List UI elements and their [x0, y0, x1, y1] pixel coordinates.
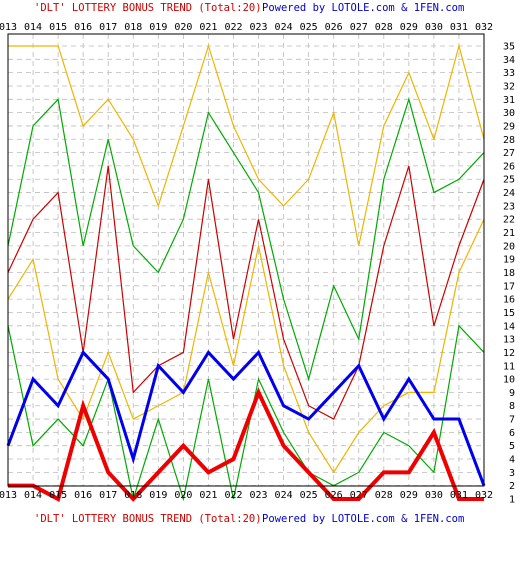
- x-tick-label-top: 013: [0, 22, 17, 33]
- y-tick-label: 25: [503, 175, 515, 186]
- y-tick-label: 31: [503, 95, 515, 106]
- x-tick-label-bottom: 030: [425, 490, 443, 501]
- y-tick-label: 2: [509, 481, 515, 492]
- x-tick-label-bottom: 019: [149, 490, 167, 501]
- x-tick-label-top: 030: [425, 22, 443, 33]
- x-tick-label-bottom: 027: [350, 490, 368, 501]
- series-line-3: [7, 165, 485, 420]
- x-tick-label-top: 025: [300, 22, 318, 33]
- series-lines: [6, 43, 486, 502]
- x-tick-label-top: 029: [400, 22, 418, 33]
- y-tick-label: 10: [503, 375, 515, 386]
- y-tick-label: 15: [503, 308, 515, 319]
- x-tick-label-bottom: 014: [24, 490, 42, 501]
- x-tick-label-top: 023: [249, 22, 267, 33]
- y-tick-label: 29: [503, 121, 515, 132]
- footer-credit: Powered by LOTOLE.com & 1FEN.com: [262, 513, 464, 525]
- x-tick-label-bottom: 025: [300, 490, 318, 501]
- x-tick-label-bottom: 022: [224, 490, 242, 501]
- x-tick-label-top: 020: [174, 22, 192, 33]
- x-tick-label-top: 028: [375, 22, 393, 33]
- x-tick-label-top: 014: [24, 22, 42, 33]
- x-tick-label-bottom: 029: [400, 490, 418, 501]
- y-tick-label: 3: [509, 468, 515, 479]
- y-tick-label: 28: [503, 135, 515, 146]
- x-tick-label-top: 017: [99, 22, 117, 33]
- y-tick-label: 9: [509, 388, 515, 399]
- x-tick-label-top: 026: [325, 22, 343, 33]
- x-tick-label-bottom: 015: [49, 490, 67, 501]
- y-tick-label: 20: [503, 241, 515, 252]
- x-tick-label-bottom: 024: [275, 490, 293, 501]
- series-line-2: [7, 97, 485, 382]
- y-tick-label: 24: [503, 188, 515, 199]
- y-tick-label: 8: [509, 401, 515, 412]
- y-tick-label: 33: [503, 68, 515, 79]
- x-tick-label-top: 021: [199, 22, 217, 33]
- x-tick-label-top: 022: [224, 22, 242, 33]
- y-tick-label: 27: [503, 148, 515, 159]
- x-tick-label-bottom: 031: [450, 490, 468, 501]
- x-tick-label-bottom: 018: [124, 490, 142, 501]
- y-tick-label: 13: [503, 335, 515, 346]
- series-line-7: [8, 387, 484, 502]
- x-tick-label-top: 019: [149, 22, 167, 33]
- y-tick-label: 18: [503, 268, 515, 279]
- x-tick-label-top: 018: [124, 22, 142, 33]
- x-tick-label-bottom: 013: [0, 490, 17, 501]
- y-tick-label: 7: [509, 415, 515, 426]
- header-credit: Powered by LOTOLE.com & 1FEN.com: [262, 2, 464, 14]
- x-tick-label-bottom: 017: [99, 490, 117, 501]
- y-tick-label: 22: [503, 215, 515, 226]
- y-tick-label: 35: [503, 42, 515, 53]
- x-tick-label-top: 031: [450, 22, 468, 33]
- y-tick-label: 26: [503, 161, 515, 172]
- series-line-4: [7, 218, 485, 474]
- y-tick-label: 17: [503, 281, 515, 292]
- y-tick-label: 1: [509, 495, 515, 506]
- y-tick-label: 4: [509, 455, 515, 466]
- x-tick-label-bottom: 026: [325, 490, 343, 501]
- x-tick-label-bottom: 032: [475, 490, 493, 501]
- y-tick-label: 11: [503, 361, 515, 372]
- x-tick-label-bottom: 023: [249, 490, 267, 501]
- y-tick-label: 32: [503, 81, 515, 92]
- series-line-6: [6, 349, 486, 487]
- x-tick-label-bottom: 016: [74, 490, 92, 501]
- x-tick-label-top: 016: [74, 22, 92, 33]
- plot-frame: [7, 33, 485, 487]
- x-tick-label-bottom: 020: [174, 490, 192, 501]
- y-tick-label: 5: [509, 441, 515, 452]
- y-tick-label: 21: [503, 228, 515, 239]
- x-tick-label-bottom: 021: [199, 490, 217, 501]
- series-line-5: [7, 324, 485, 502]
- y-tick-label: 6: [509, 428, 515, 439]
- y-tick-label: 14: [503, 321, 515, 332]
- y-tick-label: 19: [503, 255, 515, 266]
- y-tick-label: 12: [503, 348, 515, 359]
- x-tick-label-top: 015: [49, 22, 67, 33]
- x-tick-label-top: 027: [350, 22, 368, 33]
- series-line-1: [8, 43, 485, 246]
- y-tick-label: 16: [503, 295, 515, 306]
- footer-title: 'DLT' LOTTERY BONUS TREND (Total:20): [34, 513, 262, 525]
- tick-labels: 013 013 014 014 015 015 016 016 017 017 018 018 019 0…: [0, 22, 515, 506]
- y-tick-label: 34: [503, 55, 515, 66]
- x-tick-label-top: 024: [275, 22, 293, 33]
- header-title: 'DLT' LOTTERY BONUS TREND (Total:20): [34, 2, 262, 14]
- x-tick-label-bottom: 028: [375, 490, 393, 501]
- y-tick-label: 23: [503, 201, 515, 212]
- y-tick-label: 30: [503, 108, 515, 119]
- x-tick-label-top: 032: [475, 22, 493, 33]
